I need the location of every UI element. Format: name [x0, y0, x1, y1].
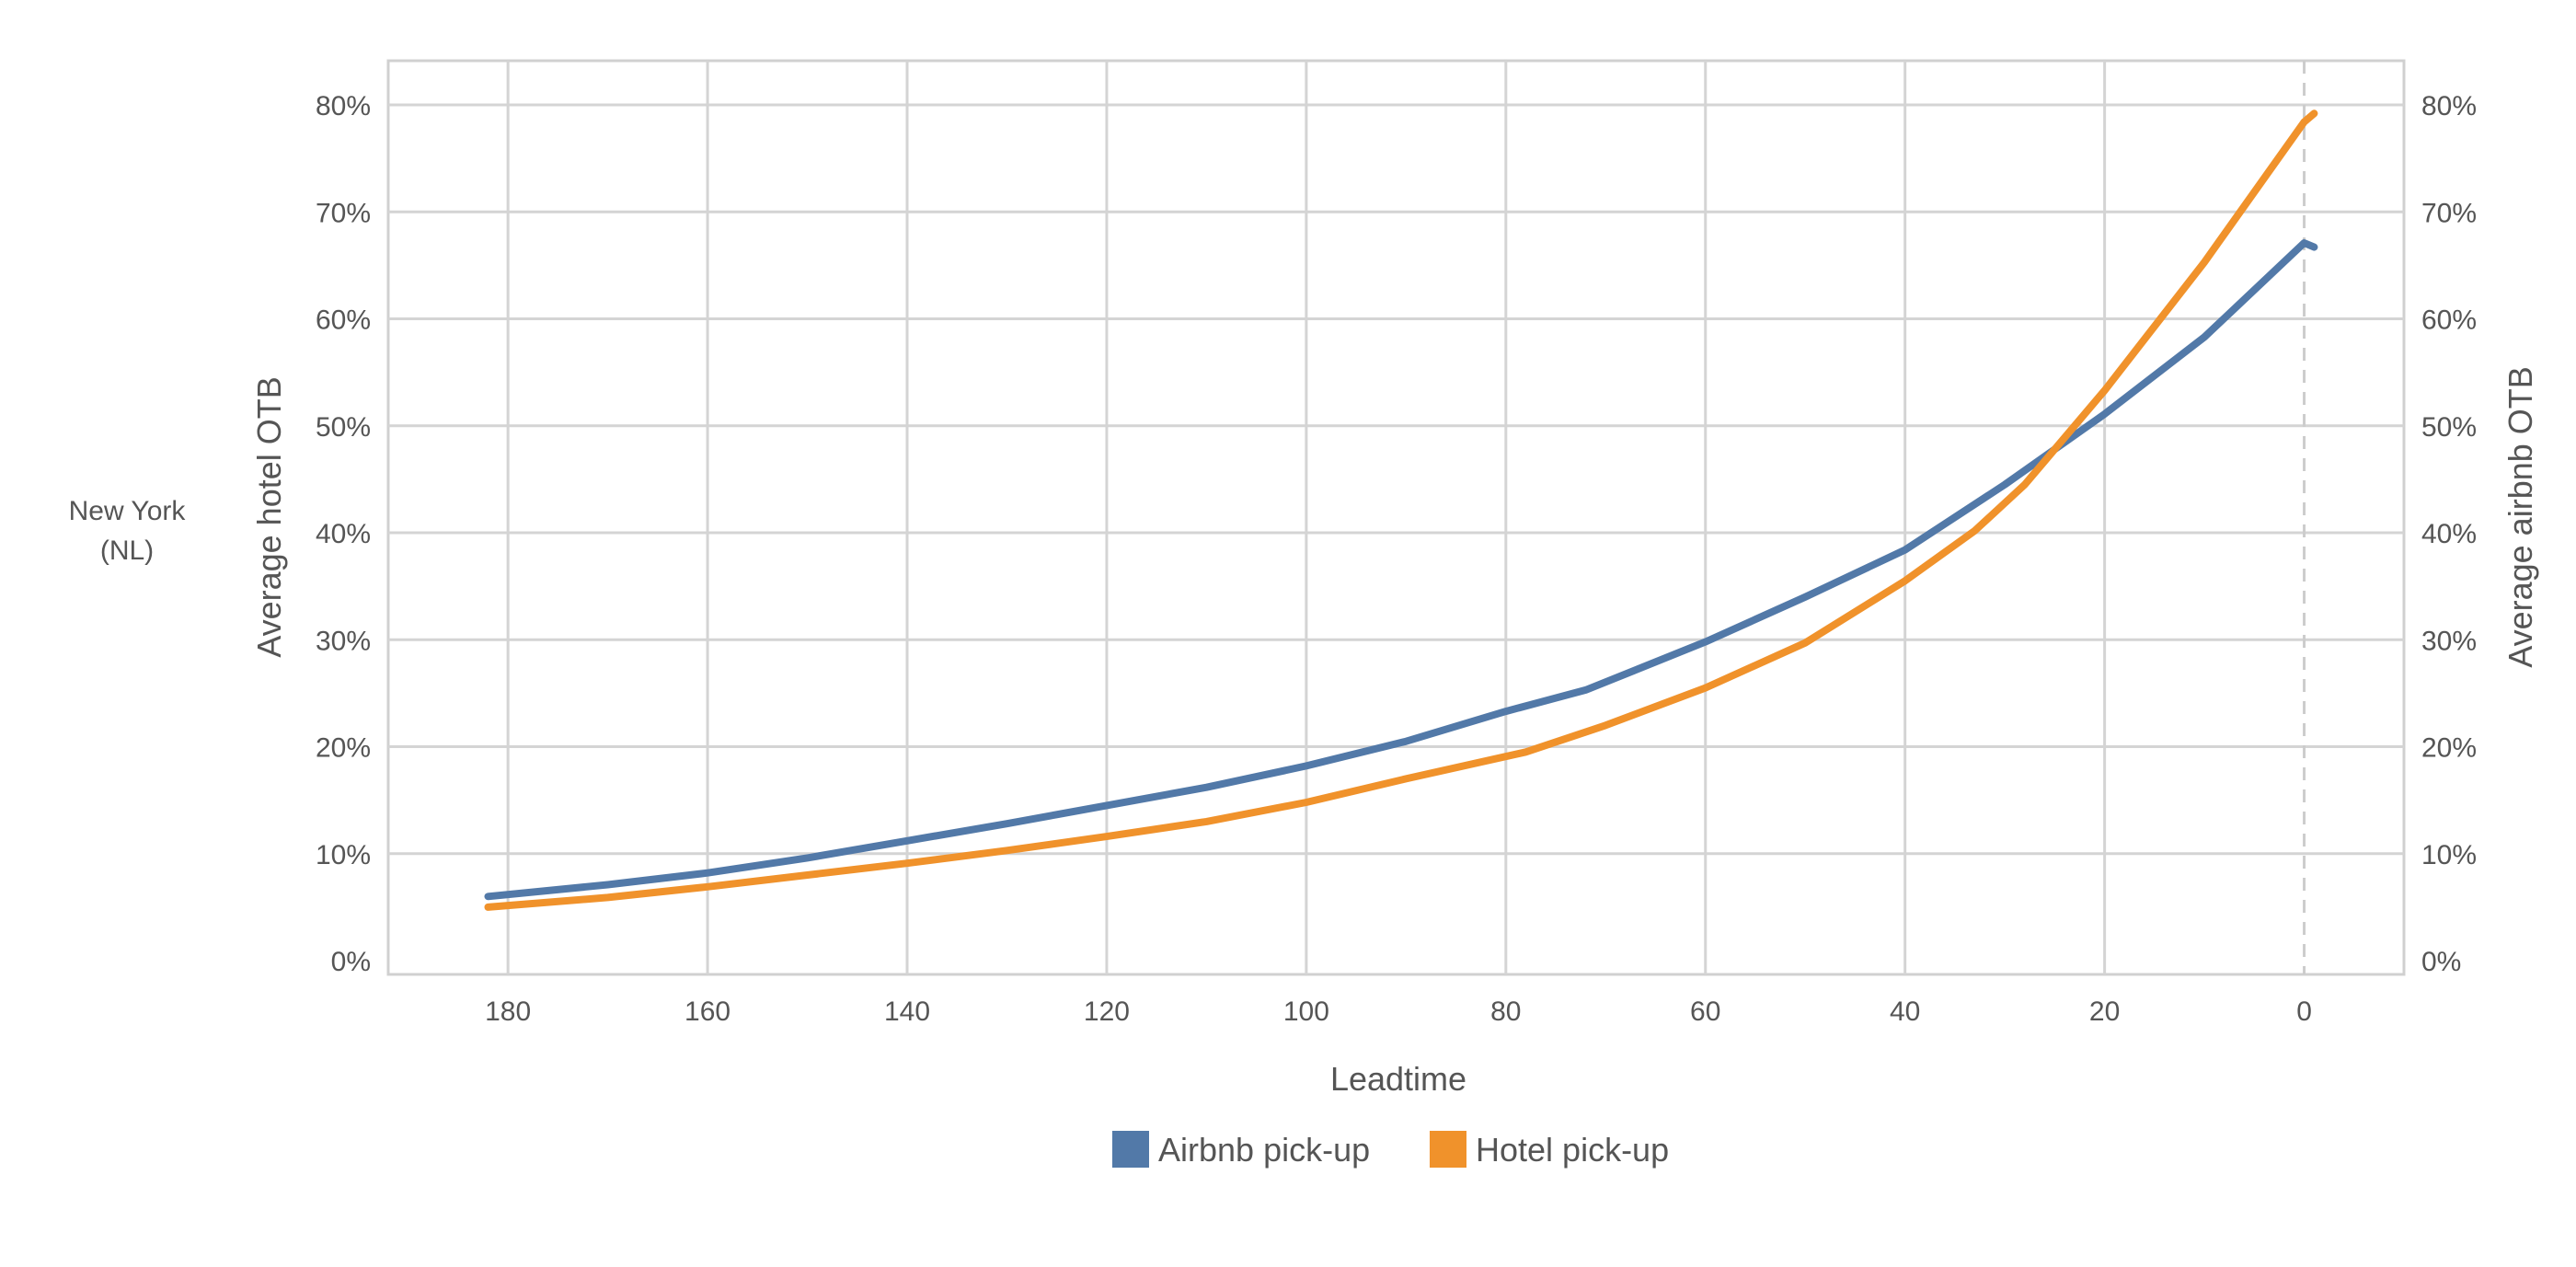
x-tick-label: 40 [1890, 996, 1920, 1027]
plot-area-frame [386, 59, 2406, 976]
right-y-tick-label: 80% [2421, 91, 2477, 121]
row-label-line-1: New York [69, 496, 187, 526]
x-tick-label: 160 [684, 996, 730, 1027]
legend-label-airbnb: Airbnb pick-up [1158, 1131, 1370, 1169]
left-y-tick-label: 80% [316, 91, 371, 121]
x-tick-label: 120 [1084, 996, 1130, 1027]
grid-lines [388, 61, 2404, 974]
x-tick-label: 60 [1690, 996, 1720, 1027]
left-y-tick-label: 40% [316, 519, 371, 549]
series-lines [484, 109, 2318, 911]
legend: Airbnb pick-up Hotel pick-up [1112, 1131, 1669, 1169]
right-y-tick-label: 10% [2421, 840, 2477, 870]
legend-swatch-airbnb [1112, 1131, 1149, 1168]
right-y-tick-label: 0% [2421, 947, 2461, 977]
x-tick-label: 100 [1283, 996, 1329, 1027]
left-y-axis-title: Average hotel OTB [250, 376, 288, 658]
right-y-tick-labels: 0% 10% 20% 30% 40% 50% 60% 70% 80% [2421, 91, 2477, 977]
right-y-tick-label: 20% [2421, 733, 2477, 764]
x-axis-title: Leadtime [1330, 1060, 1466, 1098]
left-y-tick-label: 10% [316, 840, 371, 870]
x-tick-label: 80 [1490, 996, 1521, 1027]
x-tick-label: 0 [2296, 996, 2312, 1027]
left-y-tick-labels: 0% 10% 20% 30% 40% 50% 60% 70% 80% [316, 91, 371, 977]
x-tick-labels: 180 160 140 120 100 80 60 40 20 0 [485, 996, 2312, 1027]
legend-swatch-hotel [1430, 1131, 1466, 1168]
left-y-tick-label: 70% [316, 198, 371, 228]
right-y-axis-title: Average airbnb OTB [2501, 366, 2539, 668]
x-tick-label: 140 [884, 996, 930, 1027]
left-y-tick-label: 20% [316, 733, 371, 764]
right-y-tick-label: 60% [2421, 305, 2477, 336]
left-y-tick-label: 30% [316, 626, 371, 656]
right-y-tick-label: 70% [2421, 198, 2477, 228]
x-tick-label: 20 [2089, 996, 2120, 1027]
x-tick-label: 180 [485, 996, 531, 1027]
legend-label-hotel: Hotel pick-up [1476, 1131, 1669, 1169]
left-y-tick-label: 60% [316, 305, 371, 336]
left-y-tick-label: 0% [331, 947, 371, 977]
right-y-tick-label: 50% [2421, 412, 2477, 443]
right-y-tick-label: 40% [2421, 519, 2477, 549]
hotel-pickup-line [484, 109, 2318, 911]
right-y-tick-label: 30% [2421, 626, 2477, 656]
left-y-tick-label: 50% [316, 412, 371, 443]
airbnb-pickup-line [484, 239, 2318, 901]
row-label-line-2: (NL) [100, 536, 154, 566]
